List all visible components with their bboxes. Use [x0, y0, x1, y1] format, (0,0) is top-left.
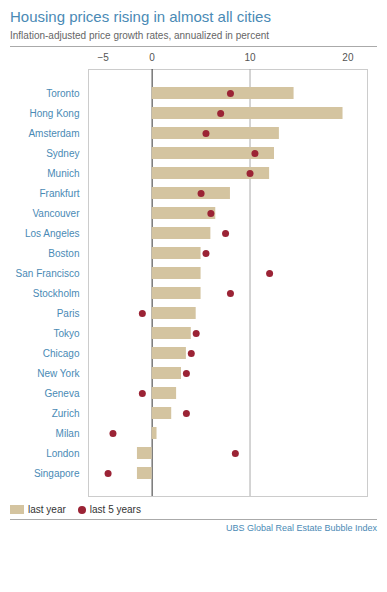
html-text:last year: last year — [28, 504, 66, 515]
svg-text:Geneva: Geneva — [44, 388, 79, 399]
svg-text:−5: −5 — [97, 52, 109, 63]
svg-text:Stockholm: Stockholm — [33, 288, 80, 299]
svg-text:Paris: Paris — [57, 308, 80, 319]
svg-text:Los Angeles: Los Angeles — [25, 228, 80, 239]
svg-text:Sydney: Sydney — [46, 148, 79, 159]
svg-text:Hong Kong: Hong Kong — [29, 108, 79, 119]
svg-text:Boston: Boston — [48, 248, 79, 259]
svg-text:London: London — [46, 448, 79, 459]
svg-text:10: 10 — [244, 52, 256, 63]
html-text:Inflation-adjusted price growt: Inflation-adjusted price growth rates, a… — [10, 30, 269, 41]
svg-text:Frankfurt: Frankfurt — [39, 188, 79, 199]
svg-text:Tokyo: Tokyo — [53, 328, 80, 339]
svg-text:Milan: Milan — [56, 428, 80, 439]
svg-text:20: 20 — [342, 52, 354, 63]
svg-text:Munich: Munich — [47, 168, 79, 179]
svg-text:New York: New York — [37, 368, 80, 379]
svg-text:Singapore: Singapore — [34, 468, 80, 479]
html-text:last 5 years: last 5 years — [89, 504, 141, 515]
html-text:Housing prices rising in almos: Housing prices rising in almost all citi… — [10, 8, 271, 25]
svg-text:Zurich: Zurich — [52, 408, 80, 419]
svg-text:San Francisco: San Francisco — [16, 268, 80, 279]
svg-text:0: 0 — [149, 52, 155, 63]
html-text:UBS Global Real Estate Bubble: UBS Global Real Estate Bubble Index — [225, 523, 377, 533]
svg-text:Vancouver: Vancouver — [32, 208, 80, 219]
svg-text:Toronto: Toronto — [46, 88, 80, 99]
svg-text:Chicago: Chicago — [43, 348, 80, 359]
svg-text:Amsterdam: Amsterdam — [28, 128, 79, 139]
